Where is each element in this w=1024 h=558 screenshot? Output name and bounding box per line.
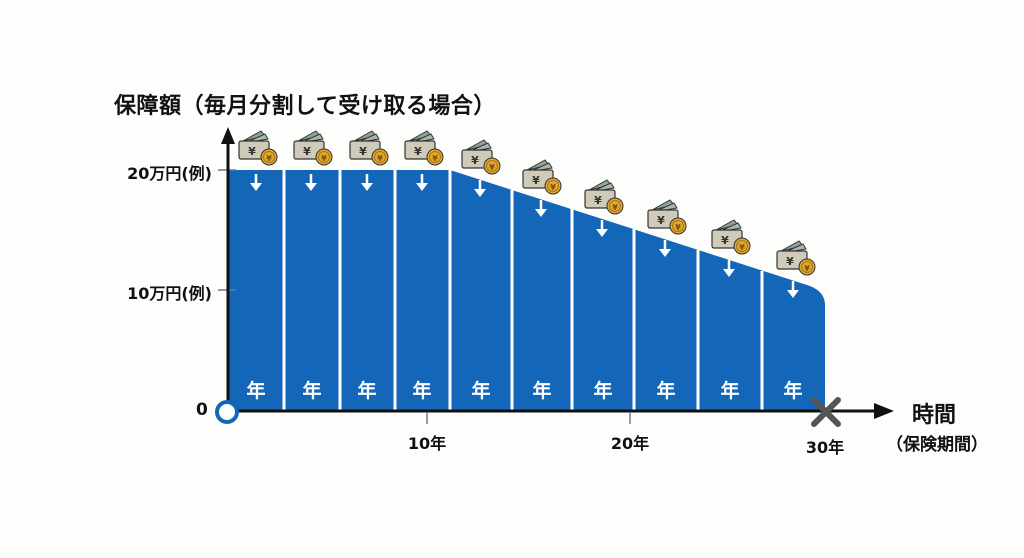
column-label: 年: [532, 380, 552, 402]
column-label: 年: [720, 380, 740, 402]
x-axis: [228, 403, 894, 424]
wallet-yen-icon: [293, 130, 333, 166]
column-label: 年: [593, 380, 613, 402]
wallet-yen-icon: [349, 130, 389, 166]
x-axis-arrow-icon: [874, 403, 894, 419]
x-axis-subtitle: （保険期間）: [886, 435, 988, 455]
column-dividers: [282, 170, 764, 410]
origin-circle-icon: [215, 400, 239, 424]
x-tick-label-10: 10年: [407, 434, 447, 453]
column-label: 年: [302, 380, 322, 402]
wallet-yen-icon: [711, 219, 751, 255]
column-label: 年: [783, 380, 803, 402]
y-tick-label-10man: 10万円(例): [127, 284, 212, 303]
wallet-yen-icon: [647, 199, 687, 235]
origin-label: 0: [196, 400, 208, 420]
chart-title: 保障額（毎月分割して受け取る場合）: [114, 94, 496, 119]
wallet-yen-icon: [584, 179, 624, 215]
wallet-yen-icon: [776, 240, 816, 276]
column-label: 年: [656, 380, 676, 402]
y-axis: [221, 127, 235, 410]
y-tick-label-20man: 20万円(例): [127, 164, 212, 183]
wallet-yen-icon: [238, 130, 278, 166]
wallet-yen-icon: [461, 139, 501, 175]
x-tick-label-20: 20年: [610, 434, 650, 453]
end-x-mark-icon: [811, 397, 841, 427]
column-label: 年: [412, 380, 432, 402]
wallet-yen-icon: [404, 130, 444, 166]
x-tick-label-30: 30年: [805, 438, 845, 457]
column-label: 年: [471, 380, 491, 402]
coverage-area: [228, 170, 825, 410]
column-label: 年: [357, 380, 377, 402]
y-axis-arrow-icon: [221, 127, 235, 144]
column-label: 年: [246, 380, 266, 402]
x-axis-title: 時間: [912, 403, 957, 428]
wallet-yen-icon: [522, 159, 562, 195]
